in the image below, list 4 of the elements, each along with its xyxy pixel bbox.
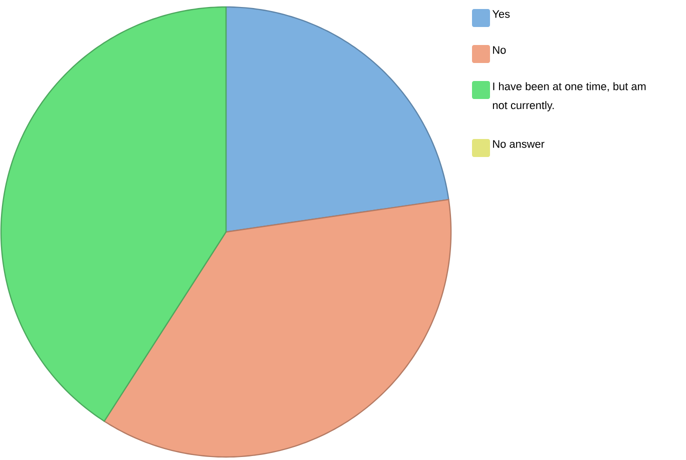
legend-label: I have been at one time, but am not currently. [492,82,646,112]
legend-label: Yes [492,10,510,18]
legend-label: No [493,46,506,54]
legend-label: No answer [493,140,544,148]
